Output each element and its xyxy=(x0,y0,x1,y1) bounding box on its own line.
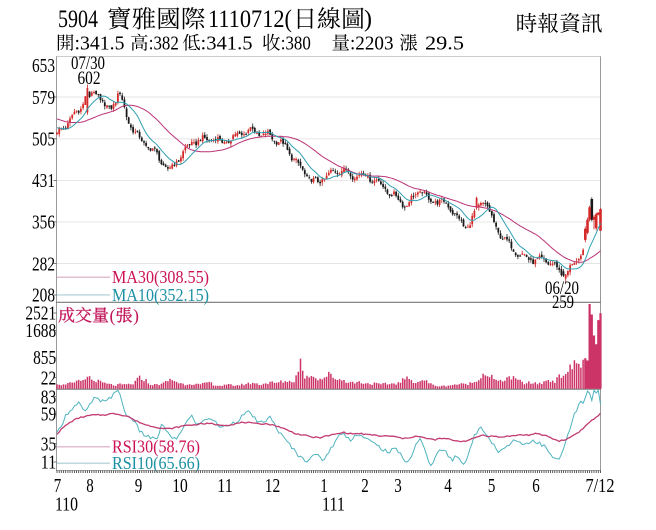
svg-text:602: 602 xyxy=(78,68,101,89)
svg-text:35: 35 xyxy=(41,433,56,455)
svg-text::341.5: :341.5 xyxy=(201,34,253,55)
svg-text:06/20: 06/20 xyxy=(545,278,579,299)
svg-text:1110712(: 1110712( xyxy=(208,6,292,33)
svg-text:259: 259 xyxy=(552,292,574,313)
svg-text:1688: 1688 xyxy=(25,320,56,342)
svg-text:29.5: 29.5 xyxy=(425,34,464,55)
svg-text:6: 6 xyxy=(532,475,540,497)
svg-text:356: 356 xyxy=(32,212,55,234)
svg-text:11: 11 xyxy=(41,452,56,474)
svg-text:83: 83 xyxy=(41,386,56,408)
svg-text:RSI30(58.76): RSI30(58.76) xyxy=(112,437,200,457)
svg-text:1: 1 xyxy=(320,475,328,497)
svg-text:8: 8 xyxy=(86,475,94,497)
svg-text::380: :380 xyxy=(281,34,311,55)
svg-text:5: 5 xyxy=(488,475,496,497)
svg-text:855: 855 xyxy=(33,347,56,369)
svg-text:12: 12 xyxy=(265,475,281,497)
svg-text:MA10(352.15): MA10(352.15) xyxy=(112,285,209,305)
svg-text:RSI10(65.66): RSI10(65.66) xyxy=(112,453,200,473)
svg-text:208: 208 xyxy=(32,285,55,307)
svg-text:59: 59 xyxy=(41,404,56,426)
svg-text:7: 7 xyxy=(54,475,62,497)
svg-text:505: 505 xyxy=(32,129,55,151)
svg-text:2: 2 xyxy=(361,475,369,497)
svg-text:3: 3 xyxy=(394,475,402,497)
svg-text:22: 22 xyxy=(41,367,56,389)
svg-text:282: 282 xyxy=(32,253,55,275)
svg-text:9: 9 xyxy=(135,475,143,497)
svg-text:2521: 2521 xyxy=(25,303,56,325)
svg-text::382: :382 xyxy=(149,34,179,55)
svg-text:10: 10 xyxy=(172,475,188,497)
svg-text:7/12: 7/12 xyxy=(586,475,615,497)
svg-text:): ) xyxy=(364,7,372,33)
svg-text:110: 110 xyxy=(55,494,78,516)
svg-text:07/30: 07/30 xyxy=(71,53,105,74)
svg-text:(: ( xyxy=(110,306,116,327)
svg-text:): ) xyxy=(133,306,139,327)
svg-text:111: 111 xyxy=(322,494,345,516)
svg-text:431: 431 xyxy=(32,170,55,192)
svg-text::2203: :2203 xyxy=(350,34,394,55)
svg-text:11: 11 xyxy=(217,475,233,497)
svg-text:653: 653 xyxy=(32,55,55,77)
svg-text:MA30(308.55): MA30(308.55) xyxy=(112,267,209,287)
svg-text:5904: 5904 xyxy=(58,6,98,33)
svg-text::341.5: :341.5 xyxy=(75,34,125,55)
svg-text:579: 579 xyxy=(32,87,55,109)
svg-text:4: 4 xyxy=(444,475,452,497)
